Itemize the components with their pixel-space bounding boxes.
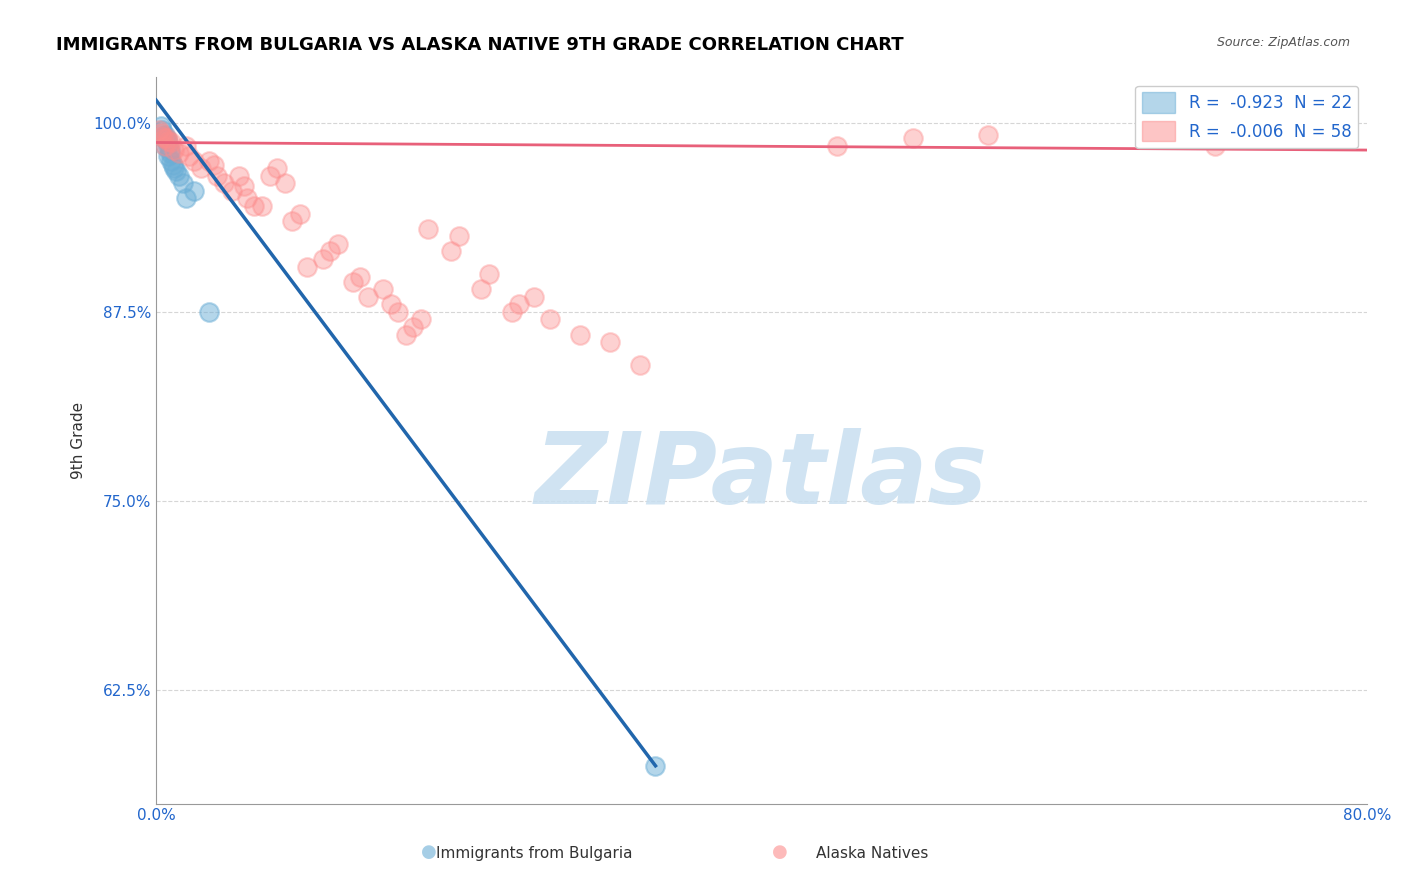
Point: [568, 327, 591, 342]
Point: [159, 143, 181, 157]
Point: [165, 164, 187, 178]
Point: [977, 128, 1000, 142]
Point: [273, 177, 295, 191]
Point: [319, 244, 342, 259]
Point: [150, 129, 173, 144]
Point: [167, 169, 190, 183]
Point: [311, 252, 333, 266]
Point: [190, 161, 212, 176]
Point: [288, 206, 311, 220]
Point: [508, 297, 530, 311]
Point: [163, 143, 186, 157]
Point: [447, 229, 470, 244]
Point: [198, 305, 221, 319]
Point: [183, 153, 205, 168]
Point: [470, 282, 492, 296]
Point: [160, 153, 183, 168]
Point: [153, 138, 176, 153]
Point: [281, 214, 304, 228]
Point: [157, 134, 180, 148]
Point: [523, 290, 546, 304]
Point: [176, 191, 198, 205]
Text: ZIPatlas: ZIPatlas: [534, 428, 988, 525]
Point: [395, 327, 418, 342]
Legend: R =  -0.923  N = 22, R =  -0.006  N = 58: R = -0.923 N = 22, R = -0.006 N = 58: [1135, 86, 1358, 148]
Text: IMMIGRANTS FROM BULGARIA VS ALASKA NATIVE 9TH GRADE CORRELATION CHART: IMMIGRANTS FROM BULGARIA VS ALASKA NATIV…: [56, 36, 904, 54]
Point: [159, 146, 181, 161]
Point: [357, 290, 380, 304]
Point: [153, 138, 176, 153]
Point: [162, 158, 184, 172]
Point: [371, 282, 394, 296]
Point: [326, 236, 349, 251]
Point: [205, 169, 228, 183]
Point: [179, 149, 201, 163]
Point: [202, 158, 225, 172]
Point: [228, 169, 250, 183]
Text: Alaska Natives: Alaska Natives: [815, 846, 928, 861]
Text: ●: ●: [772, 843, 789, 861]
Text: Source: ZipAtlas.com: Source: ZipAtlas.com: [1216, 36, 1350, 49]
Point: [172, 177, 194, 191]
Point: [183, 184, 205, 198]
Point: [243, 199, 266, 213]
Point: [163, 161, 186, 176]
Point: [157, 149, 180, 163]
Point: [501, 305, 523, 319]
Y-axis label: 9th Grade: 9th Grade: [72, 402, 86, 479]
Point: [478, 267, 501, 281]
Point: [167, 146, 190, 161]
Point: [150, 123, 173, 137]
Point: [644, 759, 666, 773]
Point: [402, 320, 425, 334]
Point: [380, 297, 402, 311]
Point: [825, 138, 848, 153]
Point: [156, 134, 179, 148]
Point: [156, 132, 179, 146]
Point: [176, 138, 198, 153]
Point: [418, 221, 440, 235]
Point: [152, 129, 174, 144]
Point: [901, 131, 924, 145]
Point: [236, 191, 259, 205]
Point: [152, 131, 174, 145]
Point: [156, 131, 179, 145]
Point: [153, 128, 176, 142]
Point: [232, 179, 254, 194]
Point: [1204, 138, 1226, 153]
Point: [250, 199, 273, 213]
Point: [387, 305, 409, 319]
Point: [628, 358, 651, 372]
Point: [440, 244, 463, 259]
Point: [157, 138, 180, 153]
Point: [297, 260, 319, 274]
Point: [538, 312, 561, 326]
Point: [212, 177, 235, 191]
Point: [349, 270, 371, 285]
Point: [149, 119, 172, 133]
Point: [409, 312, 432, 326]
Text: ●: ●: [420, 843, 437, 861]
Text: Immigrants from Bulgaria: Immigrants from Bulgaria: [436, 846, 633, 861]
Point: [266, 161, 288, 176]
Point: [152, 131, 174, 145]
Point: [342, 275, 364, 289]
Point: [599, 335, 621, 350]
Point: [149, 127, 172, 141]
Point: [221, 184, 243, 198]
Point: [259, 169, 281, 183]
Point: [198, 153, 221, 168]
Point: [160, 136, 183, 150]
Point: [148, 123, 170, 137]
